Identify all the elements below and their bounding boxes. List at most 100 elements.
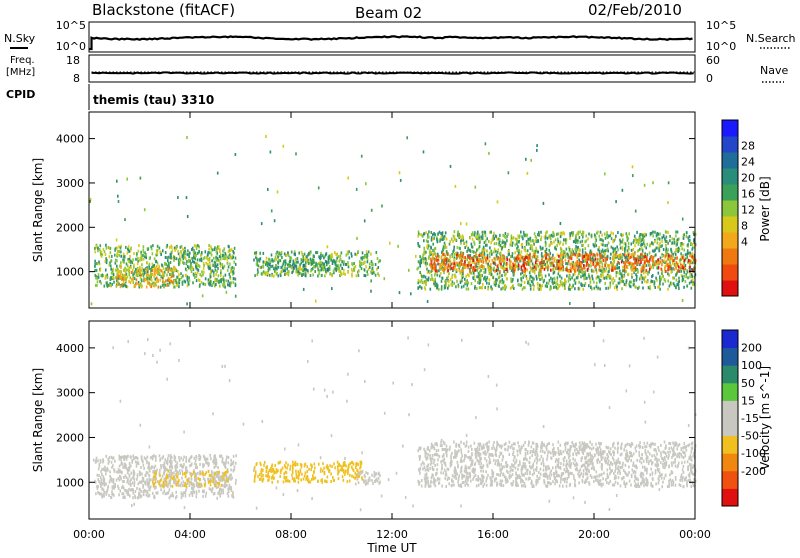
- data-cell: [678, 280, 680, 283]
- data-cell: [310, 269, 312, 272]
- data-cell: [354, 269, 356, 272]
- data-cell: [186, 302, 188, 305]
- data-cell: [365, 265, 367, 268]
- data-cell: [220, 274, 222, 277]
- data-cell: [257, 271, 259, 274]
- data-cell: [173, 267, 175, 270]
- data-cell: [430, 278, 432, 281]
- data-cell: [527, 238, 529, 241]
- data-cell: [675, 286, 677, 289]
- data-cell: [147, 268, 149, 271]
- data-cell: [469, 257, 471, 260]
- data-cell: [194, 276, 196, 279]
- data-cell: [230, 257, 232, 260]
- data-cell: [661, 268, 663, 271]
- data-cell: [629, 281, 631, 284]
- data-cell: [113, 273, 115, 276]
- data-cell: [512, 242, 514, 245]
- data-cell: [560, 222, 562, 225]
- data-cell: [228, 245, 230, 248]
- data-cell: [455, 238, 457, 241]
- data-cell: [143, 277, 145, 280]
- data-cell: [681, 256, 683, 259]
- data-cell: [141, 495, 143, 498]
- data-cell: [479, 241, 481, 244]
- data-cell: [608, 287, 610, 290]
- data-cell: [687, 285, 689, 288]
- data-cell: [133, 266, 135, 269]
- data-cell: [116, 259, 118, 262]
- data-cell: [600, 275, 602, 278]
- data-cell: [550, 269, 552, 272]
- data-cell: [486, 278, 488, 281]
- data-cell: [134, 478, 136, 481]
- data-cell: [256, 260, 258, 263]
- data-cell: [114, 485, 116, 488]
- search-label: N.Search: [746, 32, 796, 45]
- data-cell: [634, 257, 636, 260]
- data-cell: [483, 267, 485, 270]
- data-cell: [100, 470, 102, 473]
- frequency-panel: Freq. [MHz] 18 8 60 0 Nave: [6, 54, 788, 85]
- data-cell: [317, 251, 319, 254]
- data-cell: [590, 264, 592, 267]
- data-cell: [577, 260, 579, 263]
- data-cell: [487, 288, 489, 291]
- data-cell: [109, 284, 111, 287]
- data-cell: [457, 256, 459, 259]
- data-cell: [145, 269, 147, 272]
- colorbar-tick-label: 24: [741, 156, 755, 169]
- data-cell: [556, 233, 558, 236]
- data-cell: [650, 232, 652, 235]
- data-cell: [646, 264, 648, 267]
- data-cell: [692, 283, 694, 286]
- data-cell: [168, 264, 170, 267]
- data-cell: [482, 231, 484, 234]
- data-cell: [623, 275, 625, 278]
- data-cell: [574, 273, 576, 276]
- data-cell: [377, 272, 379, 275]
- data-cell: [664, 259, 666, 262]
- data-cell: [206, 492, 208, 495]
- data-cell: [425, 251, 427, 254]
- data-cell: [605, 237, 607, 240]
- data-cell: [361, 155, 363, 158]
- data-cell: [513, 270, 515, 273]
- data-cell: [580, 275, 582, 278]
- data-cell: [532, 263, 534, 266]
- data-cell: [566, 268, 568, 271]
- data-cell: [283, 260, 285, 263]
- data-cell: [436, 286, 438, 289]
- data-cell: [117, 195, 119, 198]
- data-cell: [429, 271, 431, 274]
- data-cell: [588, 233, 590, 236]
- data-cell: [686, 235, 688, 238]
- data-cell: [105, 469, 107, 472]
- data-cell: [635, 210, 637, 213]
- data-cell: [545, 257, 547, 260]
- data-cell: [145, 256, 147, 259]
- data-cell: [528, 243, 530, 246]
- data-cell: [227, 258, 229, 261]
- data-cell: [602, 263, 604, 266]
- data-cell: [181, 245, 183, 248]
- data-cell: [669, 235, 671, 238]
- data-cell: [118, 493, 120, 496]
- data-cell: [484, 231, 486, 234]
- data-cell: [473, 272, 475, 275]
- data-cell: [535, 239, 537, 242]
- data-cell: [683, 249, 685, 252]
- data-cell: [315, 251, 317, 254]
- data-cell: [532, 277, 534, 280]
- data-cell: [329, 268, 331, 271]
- data-cell: [274, 259, 276, 262]
- data-cell: [104, 250, 106, 253]
- data-cell: [165, 256, 167, 259]
- data-cell: [572, 248, 574, 251]
- data-cell: [635, 269, 637, 272]
- data-cell: [593, 253, 595, 256]
- data-cell: [217, 172, 219, 175]
- data-cell: [466, 241, 468, 244]
